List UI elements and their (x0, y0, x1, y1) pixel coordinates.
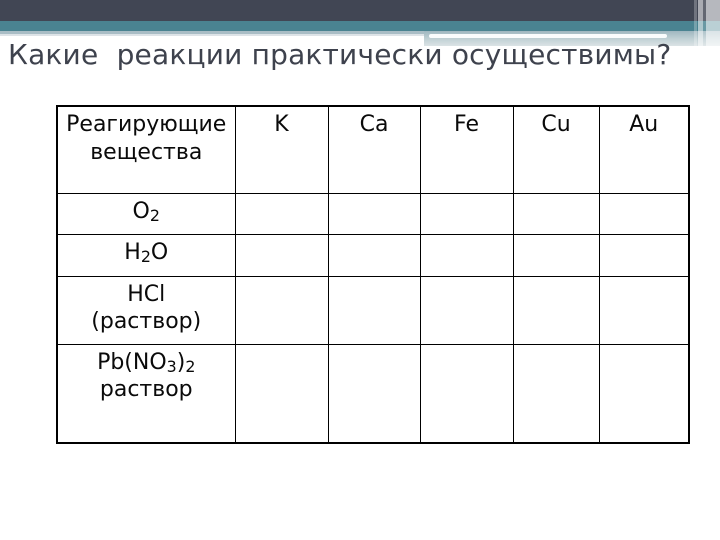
corner-stripe-decoration (703, 0, 706, 47)
subscript-digit: 2 (149, 205, 160, 225)
table-row: H2O (56, 233, 690, 277)
answer-cell (512, 275, 600, 345)
column-header-Au: Au (598, 105, 690, 194)
subscript-digit: 2 (185, 356, 196, 376)
answer-cell (598, 275, 690, 345)
answer-cell (598, 192, 690, 235)
column-header-Ca: Ca (327, 105, 421, 194)
light-accent-line (0, 31, 720, 34)
answer-cell (598, 233, 690, 277)
column-header-K: K (234, 105, 329, 194)
table-header-row: Реагирующие вещества K Ca Fe Cu Au (56, 105, 690, 194)
answer-cell (327, 275, 421, 345)
answer-cell (234, 233, 329, 277)
answer-cell (419, 275, 514, 345)
answer-cell (512, 343, 600, 444)
row-label: H2O (56, 233, 236, 277)
answer-cell (419, 192, 514, 235)
answer-cell (234, 192, 329, 235)
row-label: HCl (раствор) (56, 275, 236, 345)
subscript-digit: 2 (140, 246, 151, 266)
column-header-Fe: Fe (419, 105, 514, 194)
answer-cell (327, 343, 421, 444)
subscript-digit: 3 (166, 356, 177, 376)
answer-cell (419, 343, 514, 444)
top-bar (0, 0, 720, 21)
column-header-Cu: Cu (512, 105, 600, 194)
answer-cell (234, 343, 329, 444)
answer-cell (512, 192, 600, 235)
white-accent-line (429, 34, 667, 38)
slide-title: Какие реакции практически осуществимы? (8, 38, 672, 71)
answer-cell (598, 343, 690, 444)
table-row: HCl (раствор) (56, 275, 690, 345)
answer-cell (234, 275, 329, 345)
lighter-accent-line (0, 34, 720, 36)
table-row: O2 (56, 192, 690, 235)
reactions-table: Реагирующие вещества K Ca Fe Cu Au O2 H2O HCl … (56, 105, 690, 444)
answer-cell (327, 192, 421, 235)
row-label: Pb(NO3)2 раствор (56, 343, 236, 444)
corner-stripe-decoration (694, 0, 697, 47)
answer-cell (327, 233, 421, 277)
corner-stripe-decoration (698, 0, 703, 47)
teal-accent-stripe (0, 21, 720, 31)
answer-cell (512, 233, 600, 277)
answer-cell (419, 233, 514, 277)
column-header-substances: Реагирующие вещества (56, 105, 236, 194)
table-row: Pb(NO3)2 раствор (56, 343, 690, 444)
corner-stripe-decoration (706, 0, 720, 47)
row-label: O2 (56, 192, 236, 235)
